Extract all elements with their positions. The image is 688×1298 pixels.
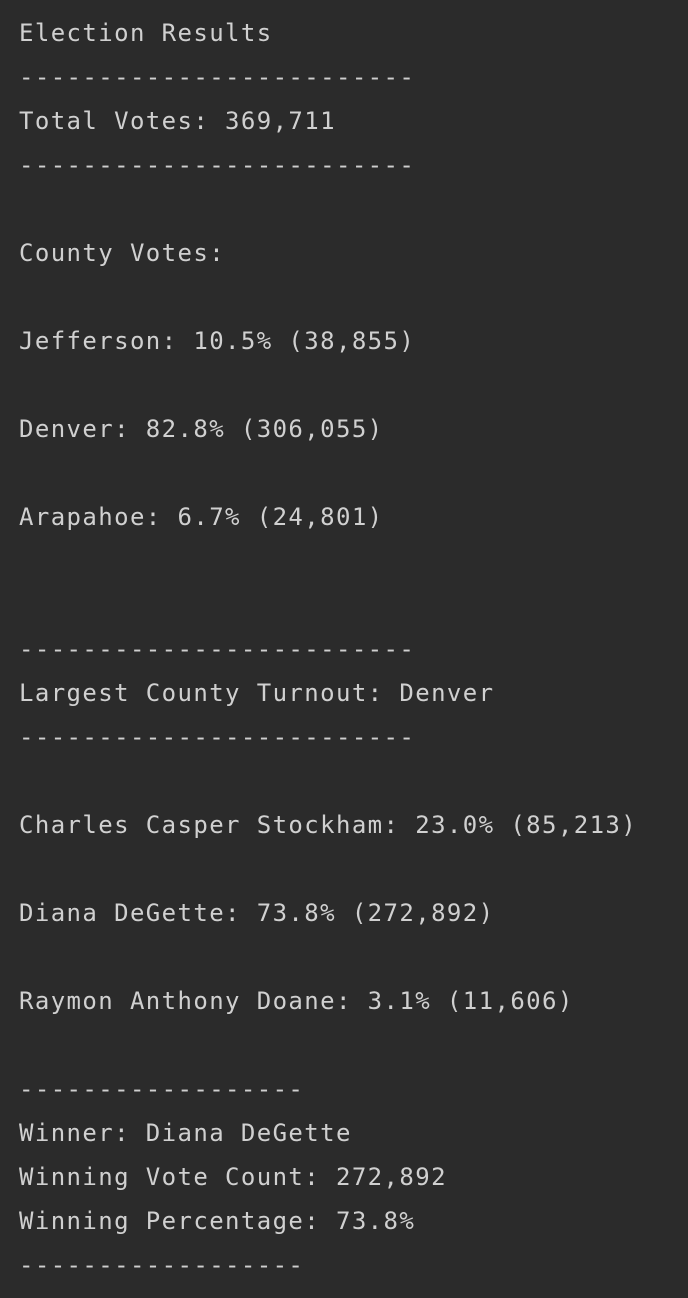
separator: ------------------	[19, 1251, 305, 1279]
candidate-line-stockham: Charles Casper Stockham: 23.0% (85,213)	[19, 811, 638, 839]
separator: -------------------------	[19, 63, 416, 91]
county-line-denver: Denver: 82.8% (306,055)	[19, 415, 384, 443]
separator: ------------------	[19, 1075, 305, 1103]
separator: -------------------------	[19, 723, 416, 751]
winning-percentage-line: Winning Percentage: 73.8%	[19, 1207, 416, 1235]
candidate-line-doane: Raymon Anthony Doane: 3.1% (11,606)	[19, 987, 574, 1015]
total-votes-line: Total Votes: 369,711	[19, 107, 336, 135]
county-votes-header: County Votes:	[19, 239, 226, 267]
largest-county-line: Largest County Turnout: Denver	[19, 679, 495, 707]
separator: -------------------------	[19, 151, 416, 179]
winning-vote-count-line: Winning Vote Count: 272,892	[19, 1163, 447, 1191]
county-line-jefferson: Jefferson: 10.5% (38,855)	[19, 327, 416, 355]
county-line-arapahoe: Arapahoe: 6.7% (24,801)	[19, 503, 384, 531]
candidate-line-degette: Diana DeGette: 73.8% (272,892)	[19, 899, 495, 927]
separator: -------------------------	[19, 635, 416, 663]
results-title: Election Results	[19, 19, 273, 47]
winner-line: Winner: Diana DeGette	[19, 1119, 352, 1147]
